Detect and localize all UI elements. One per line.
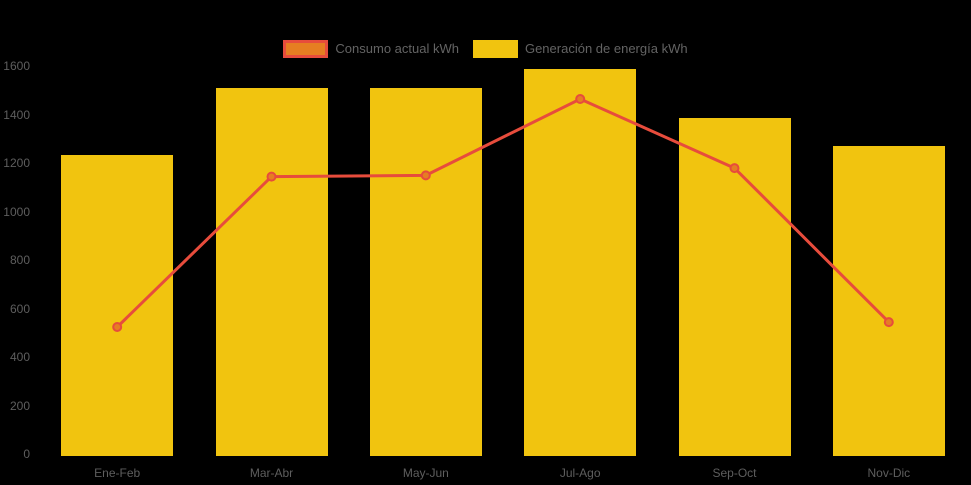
generacion-swatch-icon [472,40,518,58]
x-axis-category-label: Sep-Oct [712,466,757,480]
x-axis-category-label: May-Jun [402,466,449,480]
x-axis-category-label: Jul-Ago [559,466,601,480]
bar-generacion-energia[interactable] [832,146,945,456]
consumo-point[interactable] [420,170,431,181]
legend-label-consumo: Consumo actual kWh [335,41,459,56]
y-axis-tick-label: 1000 [3,204,30,219]
bar-generacion-energia[interactable] [524,68,637,456]
legend-label-generacion: Generación de energía kWh [524,41,688,56]
y-axis-tick-label: 800 [9,253,30,268]
bar-generacion-energia[interactable] [215,88,328,456]
consumo-swatch-icon [283,40,329,58]
bar-generacion-energia[interactable] [61,154,174,456]
legend-item-consumo[interactable]: Consumo actual kWh [283,40,459,58]
y-axis-tick-label: 400 [9,350,30,365]
bar-generacion-energia[interactable] [369,88,482,456]
y-axis-tick-label: 1600 [3,59,30,74]
consumo-point[interactable] [729,163,740,174]
chart-legend: Consumo actual kWh Generación de energía… [0,40,971,58]
consumo-point[interactable] [266,171,277,182]
y-axis-tick-label: 200 [9,398,30,413]
y-axis-tick-label: 0 [23,447,30,462]
y-axis-tick-label: 1200 [3,156,30,171]
y-axis-tick-label: 1400 [3,107,30,122]
x-axis-category-label: Mar-Abr [249,466,294,480]
consumo-point[interactable] [575,94,586,104]
y-axis-tick-label: 600 [9,301,30,316]
x-axis-category-label: Nov-Dic [867,466,911,480]
consumo-point[interactable] [883,317,894,328]
x-axis-category-label: Ene-Feb [94,466,141,480]
consumo-point[interactable] [112,322,123,332]
legend-item-generacion[interactable]: Generación de energía kWh [472,40,688,58]
